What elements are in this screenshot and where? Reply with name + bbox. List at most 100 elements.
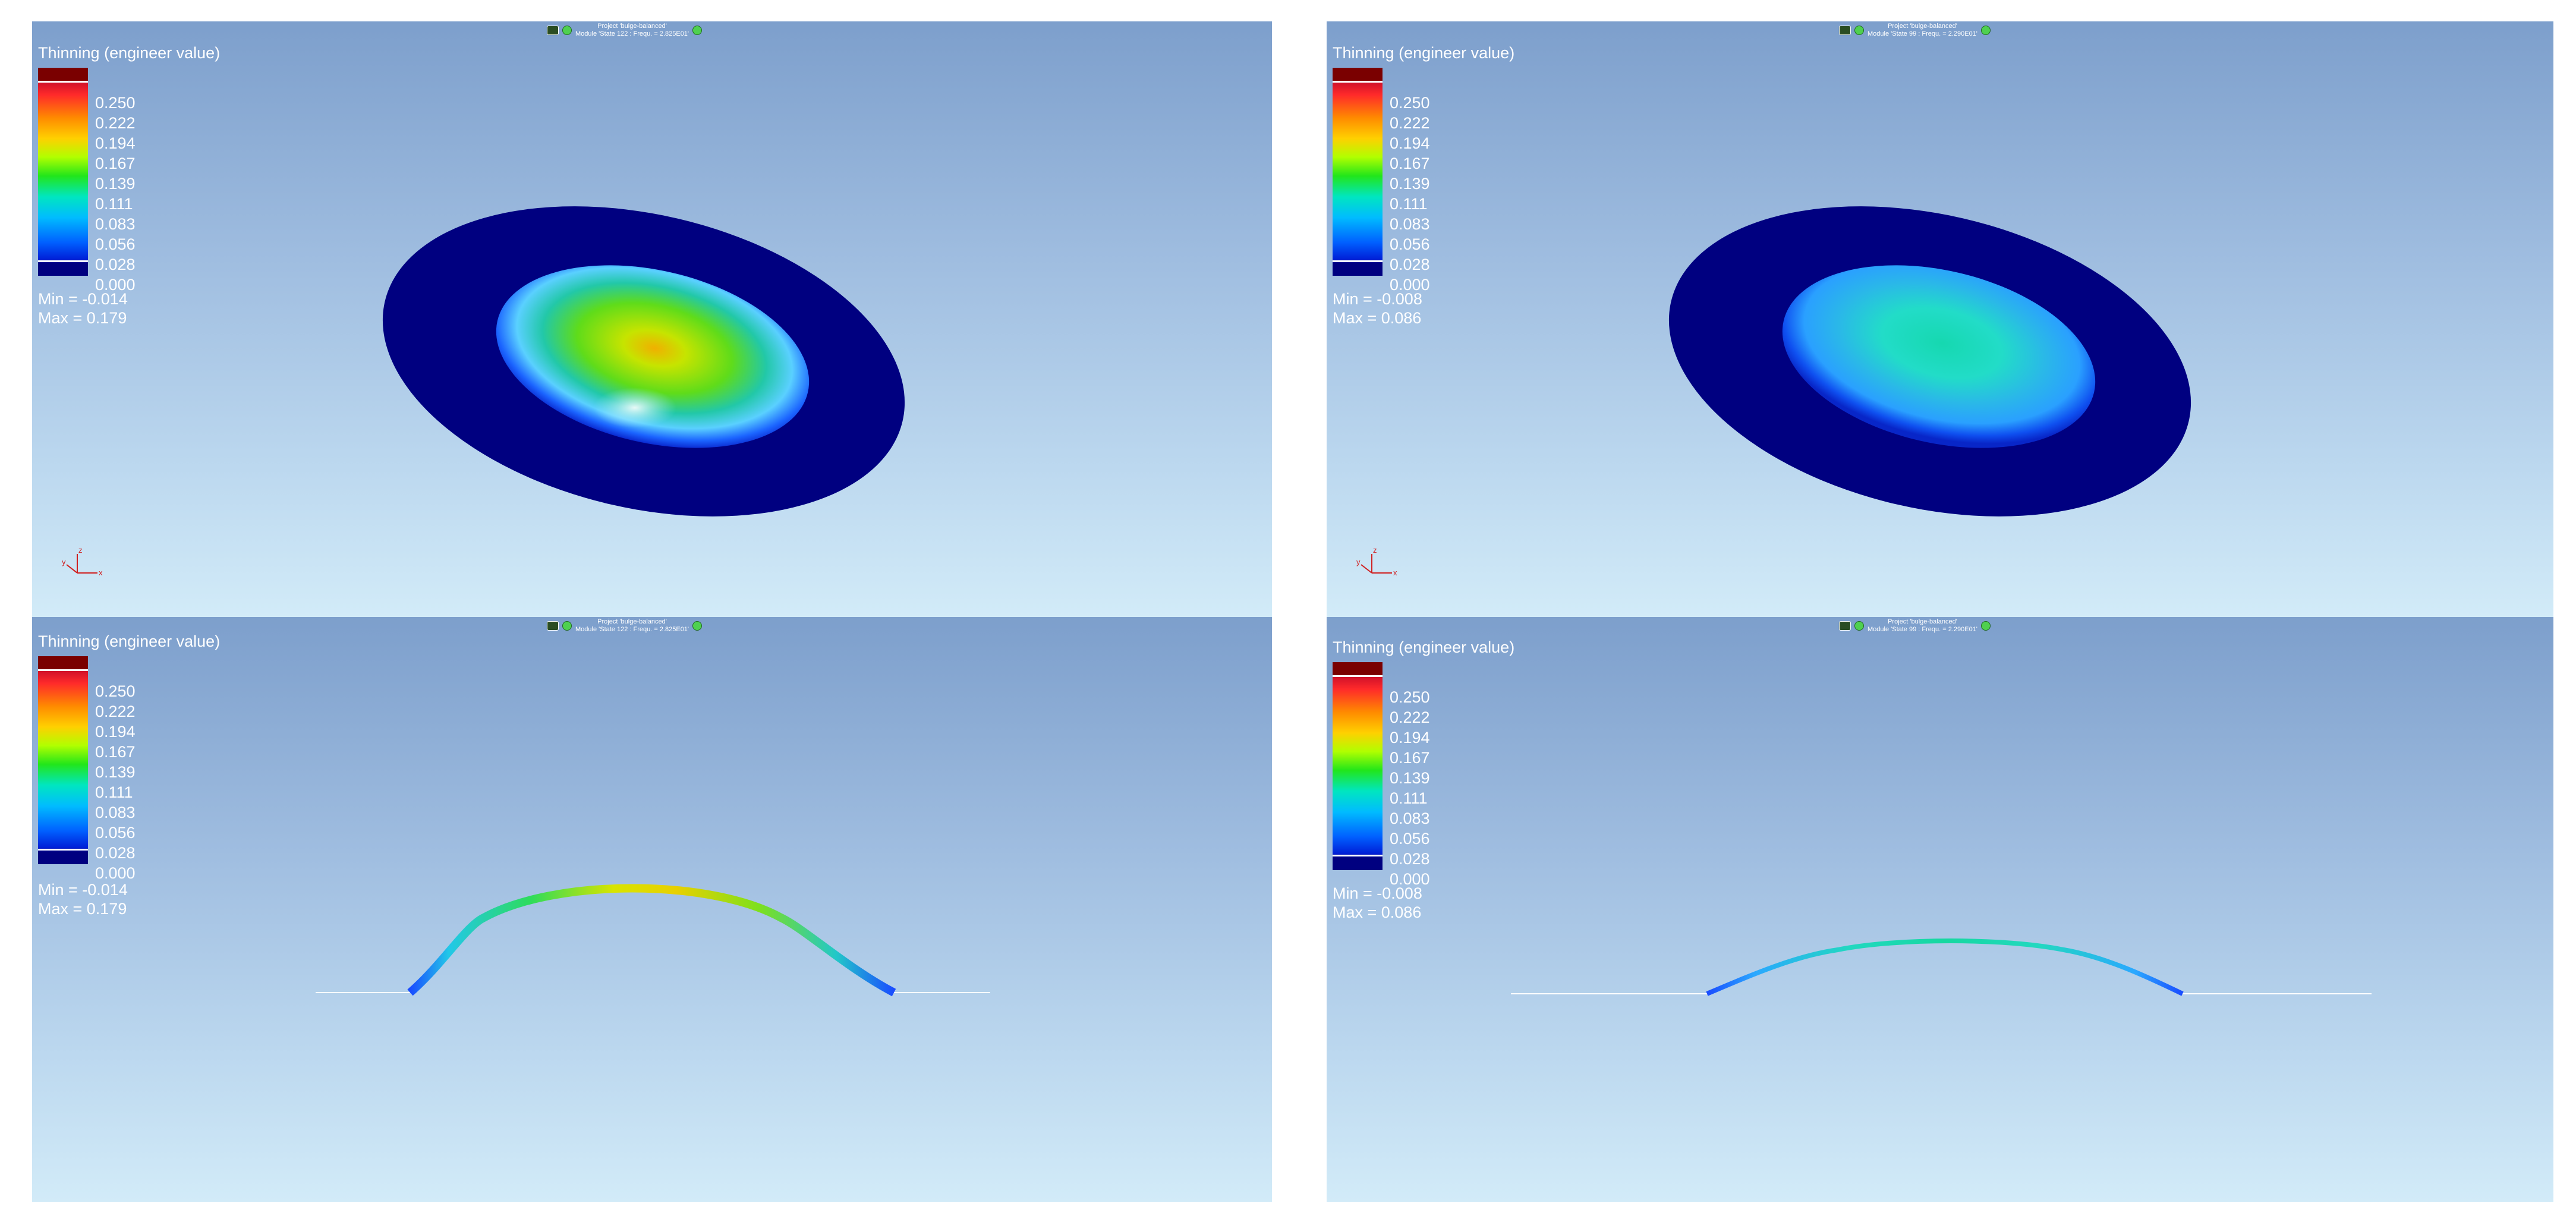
legend-tick: 0.167: [95, 743, 136, 761]
header-module: Module 'State 99 : Frequ. = 2.290E01': [1868, 30, 1977, 37]
legend-title: Thinning (engineer value): [1333, 44, 1515, 62]
dome-surface: [496, 265, 810, 448]
next-state-icon[interactable]: [692, 26, 703, 35]
color-bar-separator: [1333, 81, 1383, 83]
mesh-scene: [316, 884, 990, 997]
camera-icon[interactable]: [1839, 26, 1851, 35]
legend-tick: 0.222: [95, 703, 136, 720]
viewport-bottom-right[interactable]: Project 'bulge-balanced' Module 'State 9…: [1327, 617, 2553, 1202]
color-bar-separator: [38, 260, 88, 262]
color-bar-separator: [1333, 260, 1383, 262]
legend-tick: 0.139: [1390, 175, 1430, 193]
color-bar: [1333, 68, 1383, 276]
svg-text:x: x: [1393, 568, 1397, 577]
legend-tick: 0.194: [1390, 134, 1430, 152]
min-value: Min = -0.014: [38, 881, 128, 899]
legend-tick: 0.222: [1390, 114, 1430, 132]
legend-tick: 0.083: [1390, 810, 1430, 827]
min-value: Min = -0.008: [1333, 884, 1422, 902]
camera-icon[interactable]: [1839, 621, 1851, 631]
legend-tick: 0.028: [95, 256, 136, 273]
xyz-axes-icon: z x y: [1356, 546, 1397, 577]
header-project: Project 'bulge-balanced': [597, 618, 667, 625]
legend-tick: 0.083: [1390, 215, 1430, 233]
legend-tick: 0.250: [1390, 688, 1430, 706]
legend-tick: 0.111: [95, 783, 133, 801]
legend-tick: 0.139: [95, 175, 136, 193]
legend-tick: 0.056: [95, 824, 136, 842]
svg-text:z: z: [1373, 546, 1377, 555]
mesh-scene: [382, 206, 905, 516]
svg-text:y: y: [1356, 558, 1361, 566]
legend-tick: 0.111: [1390, 195, 1428, 213]
camera-icon[interactable]: [547, 621, 559, 631]
legend-tick: 0.083: [95, 804, 136, 821]
legend-tick: 0.111: [1390, 789, 1428, 807]
color-bar: [1333, 662, 1383, 870]
viewport-header: Project 'bulge-balanced' Module 'State 9…: [1839, 23, 1991, 38]
legend-tick: 0.028: [1390, 256, 1430, 273]
legend-tick: 0.194: [1390, 729, 1430, 747]
previous-state-icon[interactable]: [1854, 26, 1864, 35]
previous-state-icon[interactable]: [562, 621, 572, 631]
max-value: Max = 0.086: [1333, 309, 1422, 327]
max-value: Max = 0.086: [1333, 903, 1422, 921]
dome-surface: [1782, 265, 2096, 448]
min-value: Min = -0.014: [38, 290, 128, 308]
mesh-scene: [1511, 938, 2372, 996]
viewport-top-right[interactable]: Project 'bulge-balanced' Module 'State 9…: [1327, 21, 2553, 617]
legend-tick: 0.000: [1390, 276, 1430, 294]
legend-tick: 0.111: [95, 195, 133, 213]
color-bar-separator: [1333, 675, 1383, 677]
legend-title: Thinning (engineer value): [38, 44, 221, 62]
legend-title: Thinning (engineer value): [38, 632, 221, 650]
legend-tick: 0.222: [95, 114, 136, 132]
color-bar-separator: [38, 669, 88, 671]
legend-tick: 0.000: [95, 864, 136, 882]
viewport-bottom-left[interactable]: Project 'bulge-balanced' Module 'State 1…: [32, 617, 1272, 1202]
viewport-header: Project 'bulge-balanced' Module 'State 1…: [547, 618, 703, 634]
previous-state-icon[interactable]: [562, 26, 572, 35]
section-profile: [407, 884, 896, 997]
color-bar: [38, 68, 88, 276]
color-bar-separator: [38, 81, 88, 83]
legend-tick: 0.083: [95, 215, 136, 233]
header-module: Module 'State 122 : Frequ. = 2.825E01': [575, 30, 689, 37]
viewport-header: Project 'bulge-balanced' Module 'State 1…: [547, 23, 703, 38]
svg-text:z: z: [78, 546, 83, 555]
legend-tick: 0.139: [1390, 769, 1430, 787]
legend-tick: 0.028: [95, 844, 136, 862]
viewport-header: Project 'bulge-balanced' Module 'State 9…: [1839, 618, 1991, 634]
color-bar-separator: [1333, 855, 1383, 856]
next-state-icon[interactable]: [692, 621, 703, 631]
xyz-axes-icon: z x y: [62, 546, 103, 577]
legend-tick: 0.194: [95, 723, 136, 741]
legend-tick: 0.000: [1390, 870, 1430, 888]
legend-title: Thinning (engineer value): [1333, 638, 1515, 656]
next-state-icon[interactable]: [1980, 26, 1991, 35]
color-bar-separator: [38, 849, 88, 851]
viewport-top-left[interactable]: Project 'bulge-balanced' Module 'State 1…: [32, 21, 1272, 617]
legend-tick: 0.056: [1390, 235, 1430, 253]
legend-tick: 0.167: [95, 155, 136, 172]
svg-text:x: x: [99, 568, 103, 577]
next-state-icon[interactable]: [1980, 621, 1991, 631]
legend-tick: 0.167: [1390, 749, 1430, 767]
legend-tick: 0.056: [1390, 830, 1430, 848]
legend-tick: 0.139: [95, 763, 136, 781]
legend-tick: 0.250: [1390, 94, 1430, 112]
legend-tick: 0.250: [95, 682, 136, 700]
camera-icon[interactable]: [547, 26, 559, 35]
legend-tick: 0.222: [1390, 708, 1430, 726]
header-project: Project 'bulge-balanced': [1888, 618, 1957, 625]
color-bar: [38, 656, 88, 864]
surface-highlight: [593, 388, 676, 428]
legend-tick: 0.028: [1390, 850, 1430, 868]
svg-text:y: y: [62, 558, 66, 566]
legend-tick: 0.167: [1390, 155, 1430, 172]
min-value: Min = -0.008: [1333, 290, 1422, 308]
legend-tick: 0.250: [95, 94, 136, 112]
legend-tick: 0.194: [95, 134, 136, 152]
mesh-scene: [1668, 206, 2191, 516]
previous-state-icon[interactable]: [1854, 621, 1864, 631]
